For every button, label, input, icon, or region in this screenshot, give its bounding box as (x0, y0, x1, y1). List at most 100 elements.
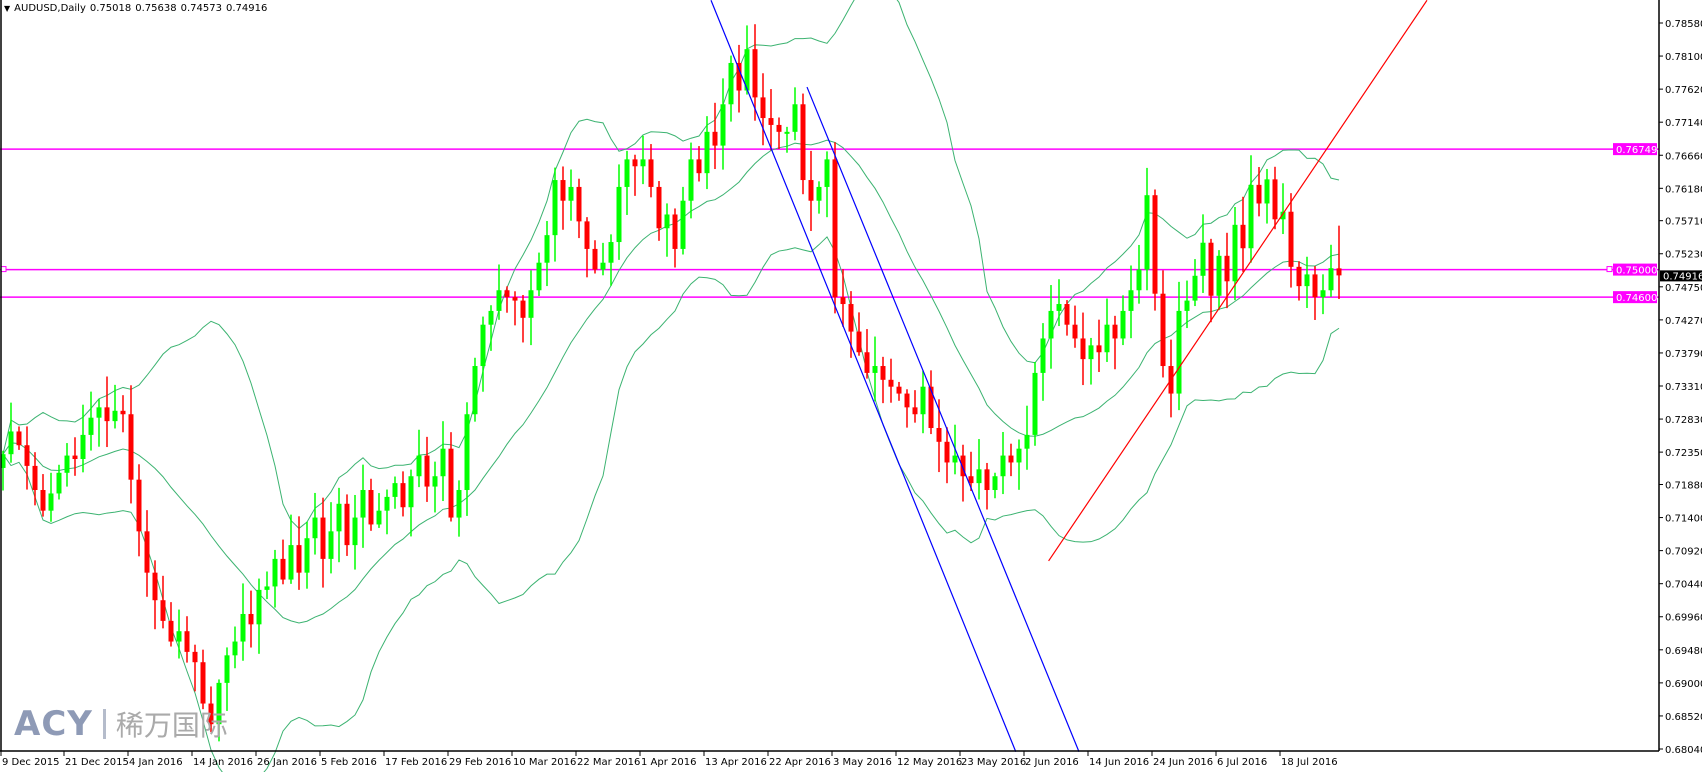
bull-candle (328, 531, 334, 559)
bear-candle (448, 448, 454, 518)
channel-lower-trendline[interactable] (806, 86, 1080, 752)
bear-candle (1296, 266, 1302, 287)
watermark-logo: ACY 稀万国际 (14, 704, 228, 744)
bull-candle (664, 214, 670, 229)
bull-candle (1104, 324, 1110, 353)
bull-candle (408, 476, 414, 508)
bear-candle (896, 386, 902, 394)
x-tick-label: 22 Apr 2016 (769, 757, 831, 768)
bear-candle (776, 124, 782, 132)
bear-candle (296, 545, 302, 573)
bull-candle (552, 180, 558, 236)
bull-candle (728, 62, 734, 105)
x-tick-label: 21 Dec 2015 (65, 757, 129, 768)
x-tick-label: 26 Jan 2016 (257, 757, 317, 768)
high-value: 0.75638 (135, 3, 177, 14)
bear-candle (1312, 274, 1318, 298)
x-tick-label: 14 Jan 2016 (193, 757, 253, 768)
symbol-label: AUDUSD,Daily (14, 3, 86, 14)
bear-candle (128, 414, 134, 480)
bull-candle (528, 290, 534, 318)
x-tick-label: 24 Jun 2016 (1153, 757, 1213, 768)
level-price-label: 0.74600 (1616, 293, 1657, 304)
bull-candle (1032, 372, 1038, 435)
bull-candle (1144, 195, 1150, 270)
level-price-tag (1613, 143, 1657, 156)
collapse-triangle-icon[interactable]: ▼ (4, 4, 11, 13)
bear-candle (520, 300, 526, 318)
bear-candle (1256, 184, 1262, 204)
x-tick-label: 17 Feb 2016 (385, 757, 447, 768)
bear-candle (1272, 179, 1278, 220)
bull-candle (304, 538, 310, 573)
bull-candle (1264, 179, 1270, 204)
bull-candle (240, 613, 246, 642)
bear-candle (960, 455, 966, 477)
bear-candle (24, 445, 30, 466)
bull-candle (1048, 310, 1054, 339)
bull-candle (744, 49, 750, 91)
bear-candle (1072, 324, 1078, 339)
bear-candle (1288, 211, 1294, 267)
bear-candle (912, 407, 918, 415)
channel-upper-trendline[interactable] (710, 0, 1017, 752)
bull-candle (456, 490, 462, 518)
bear-candle (400, 483, 406, 508)
bull-candle (440, 448, 446, 477)
bull-candle (720, 104, 726, 146)
bear-candle (1160, 293, 1166, 367)
bull-candle (872, 366, 878, 373)
uptrend-trendline[interactable] (1048, 0, 1428, 562)
bull-candle (416, 455, 422, 477)
x-tick-label: 6 Jul 2016 (1217, 757, 1267, 768)
bull-candle (0, 454, 6, 468)
bull-candle (8, 431, 14, 455)
bull-candle (640, 159, 646, 167)
bull-candle (56, 472, 62, 494)
bear-candle (944, 441, 950, 463)
bull-candle (1136, 269, 1142, 291)
level-handle-right[interactable] (1606, 266, 1613, 273)
x-tick-label: 5 Feb 2016 (321, 757, 377, 768)
bollinger-middle-band (2, 139, 1340, 624)
bull-candle (216, 682, 222, 725)
bull-candle (680, 200, 686, 249)
bear-candle (848, 304, 854, 332)
level-price-label: 0.75000 (1616, 266, 1657, 277)
x-tick-label: 9 Dec 2015 (2, 757, 60, 768)
x-tick-label: 18 Jul 2016 (1281, 757, 1338, 768)
x-tick-label: 23 May 2016 (961, 757, 1026, 768)
bear-candle (752, 49, 758, 98)
bull-candle (432, 476, 438, 487)
bull-candle (336, 503, 342, 532)
bear-candle (152, 572, 158, 601)
bear-candle (888, 379, 894, 387)
bear-candle (864, 352, 870, 373)
bull-candle (360, 490, 366, 518)
x-tick-label: 12 May 2016 (897, 757, 962, 768)
bull-candle (1232, 224, 1238, 282)
level-price-label: 0.76749 (1616, 145, 1657, 156)
bull-candle (792, 104, 798, 132)
bull-candle (472, 366, 478, 415)
bear-candle (192, 651, 198, 663)
bull-candle (64, 455, 70, 473)
x-tick-label: 14 Jun 2016 (1089, 757, 1149, 768)
bear-candle (904, 393, 910, 408)
bear-candle (512, 297, 518, 301)
bear-candle (800, 104, 806, 181)
x-tick-label: 4 Jan 2016 (129, 757, 183, 768)
bull-candle (1040, 338, 1046, 373)
low-value: 0.74573 (180, 3, 222, 14)
bear-candle (1064, 304, 1070, 325)
